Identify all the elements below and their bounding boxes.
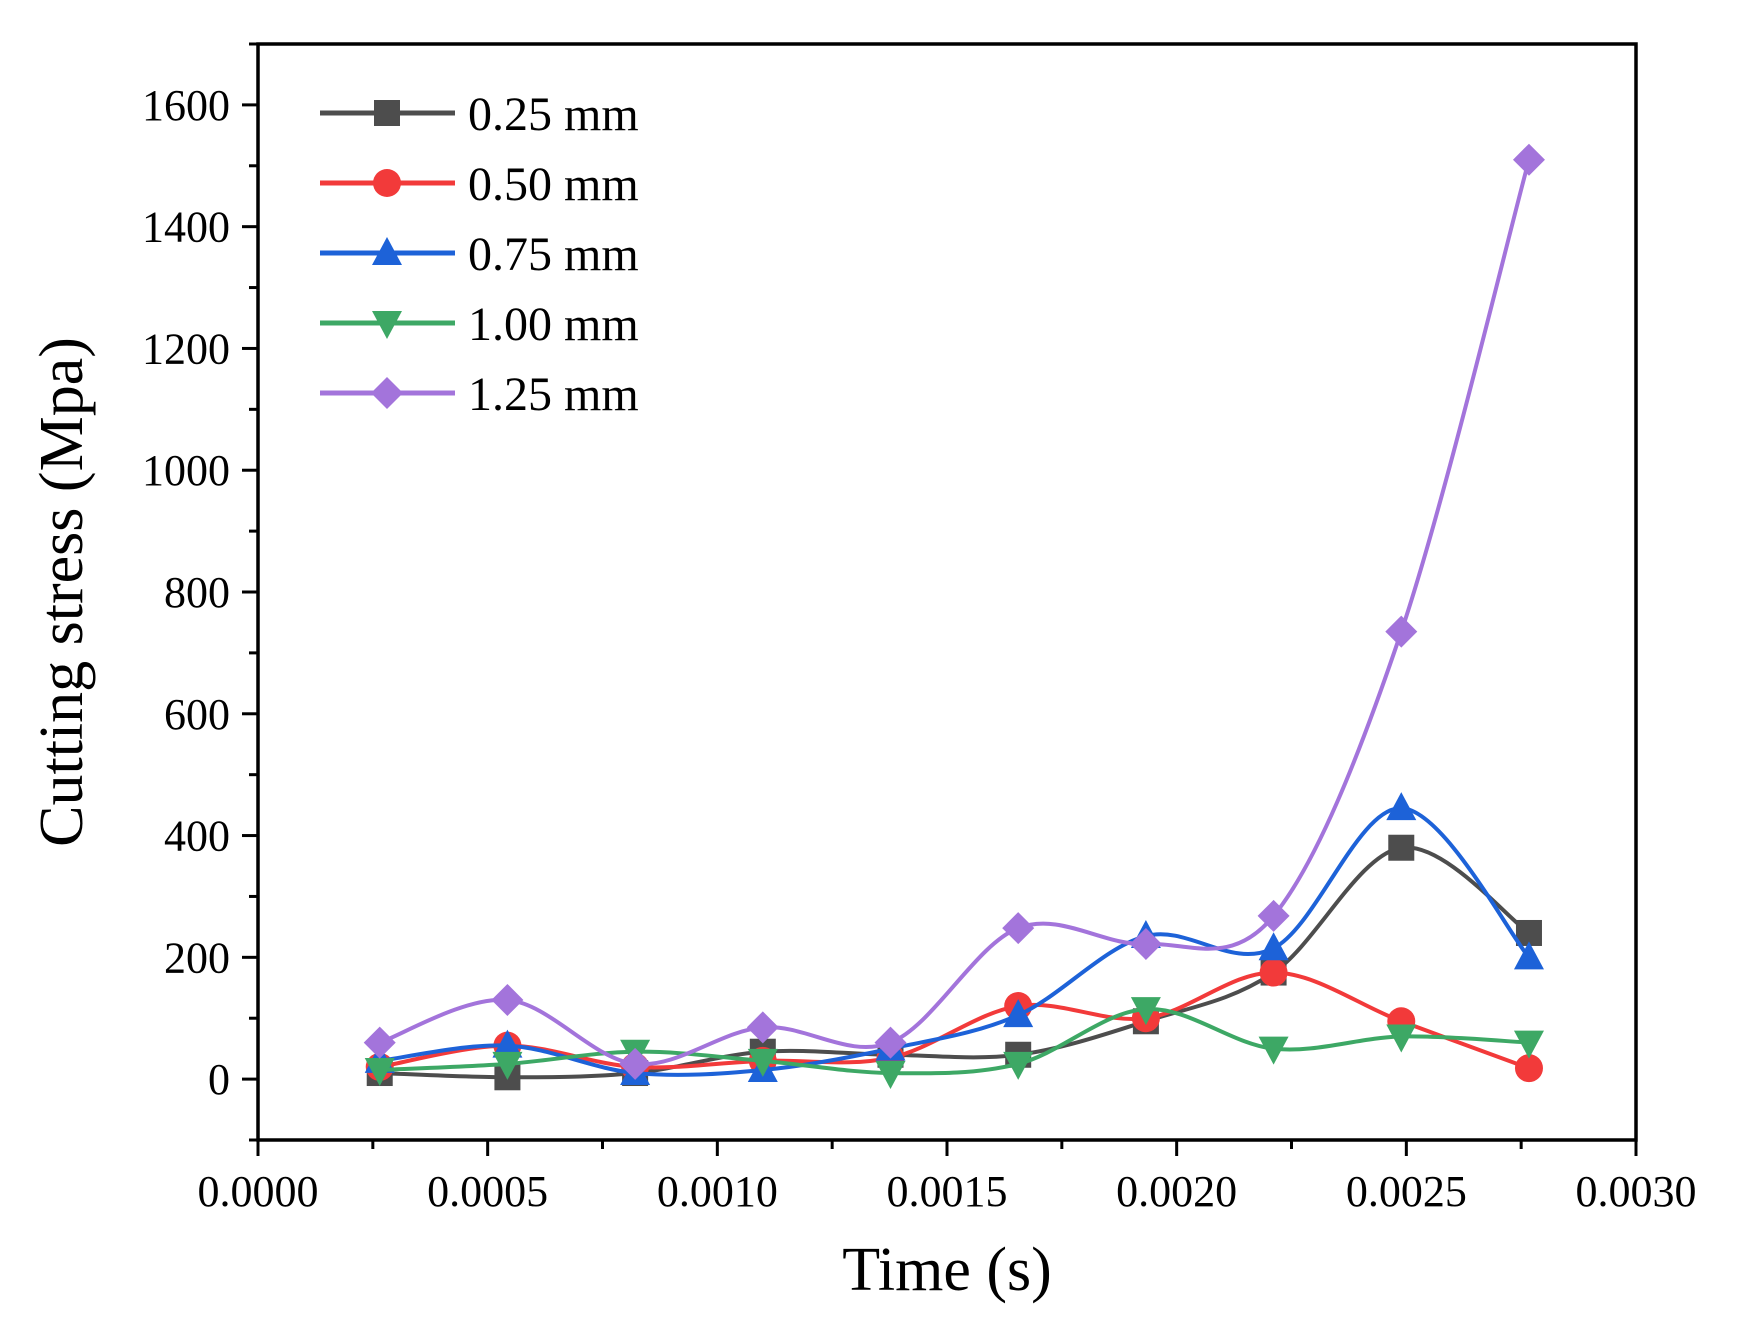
y-tick-label: 200 [164, 933, 230, 982]
legend-label: 0.25 mm [468, 88, 639, 141]
data-point [1003, 1051, 1034, 1080]
data-point [1130, 997, 1161, 1026]
data-point [1002, 912, 1035, 945]
data-point [492, 1029, 523, 1058]
data-point [1513, 941, 1544, 970]
legend-item: 0.25 mm [320, 88, 639, 141]
legend: 0.25 mm 0.50 mm 0.75 mm 1.00 mm 1.25 mm [320, 88, 639, 421]
x-axis-title: Time (s) [842, 1236, 1052, 1304]
data-point [619, 1047, 652, 1080]
data-point [1003, 999, 1034, 1028]
series-1-25-mm [363, 143, 1545, 1080]
legend-label: 0.75 mm [468, 228, 639, 281]
data-point [1259, 958, 1288, 987]
legend-item: 0.75 mm [320, 228, 639, 281]
series-0-50-mm [365, 958, 1543, 1083]
data-point [1512, 143, 1545, 176]
data-point [1258, 932, 1289, 961]
series-layer [363, 143, 1545, 1091]
legend-marker [372, 311, 402, 339]
x-tick-label: 0.0025 [1346, 1167, 1467, 1216]
series-line [379, 1007, 1530, 1076]
data-point [746, 1011, 779, 1044]
data-point [363, 1026, 396, 1059]
data-point [875, 1061, 906, 1090]
y-axis-ticks: 0 200 400 600 800 1000 1200 1400 1600 [142, 42, 258, 1142]
series-line [379, 806, 1531, 1077]
legend-item: 1.25 mm [320, 368, 639, 421]
series-1-00-mm [364, 997, 1544, 1090]
data-point [1388, 834, 1415, 861]
data-point [874, 1026, 907, 1059]
x-tick-label: 0.0000 [198, 1167, 319, 1216]
data-point [1258, 1036, 1289, 1065]
data-point [1513, 1030, 1544, 1059]
legend-marker [372, 237, 402, 265]
series-line [379, 159, 1531, 1067]
data-point [1257, 899, 1290, 932]
data-point [492, 1051, 523, 1080]
data-point [747, 1048, 778, 1077]
y-axis-title: Cutting stress (Mpa) [28, 337, 96, 847]
legend-marker [371, 377, 403, 409]
legend-label: 1.00 mm [468, 298, 639, 351]
data-point [364, 1057, 395, 1086]
y-tick-label: 600 [164, 690, 230, 739]
legend-item: 0.50 mm [320, 158, 639, 211]
legend-label: 1.25 mm [468, 368, 639, 421]
series-line [379, 845, 1531, 1080]
data-point [1514, 1054, 1543, 1083]
legend-item: 1.00 mm [320, 298, 639, 351]
y-tick-label: 0 [208, 1055, 230, 1104]
data-point [1385, 615, 1418, 648]
y-tick-label: 1400 [142, 203, 230, 252]
y-tick-label: 800 [164, 568, 230, 617]
y-tick-label: 400 [164, 812, 230, 861]
data-point [1386, 792, 1417, 821]
data-point [491, 983, 524, 1016]
x-tick-label: 0.0005 [427, 1167, 548, 1216]
x-tick-label: 0.0015 [887, 1167, 1008, 1216]
y-tick-label: 1200 [142, 324, 230, 373]
y-tick-label: 1600 [142, 81, 230, 130]
plot-frame [256, 42, 1638, 1142]
legend-marker [374, 100, 400, 126]
y-tick-label: 1000 [142, 446, 230, 495]
x-axis-ticks: 0.0000 0.0005 0.0010 0.0015 0.0020 0.0025 0.00… [198, 1140, 1697, 1216]
legend-label: 0.50 mm [468, 158, 639, 211]
x-tick-label: 0.0030 [1576, 1167, 1697, 1216]
legend-marker [373, 169, 401, 197]
x-tick-label: 0.0020 [1116, 1167, 1237, 1216]
data-point [1386, 1024, 1417, 1053]
x-tick-label: 0.0010 [657, 1167, 778, 1216]
data-point [1129, 927, 1162, 960]
